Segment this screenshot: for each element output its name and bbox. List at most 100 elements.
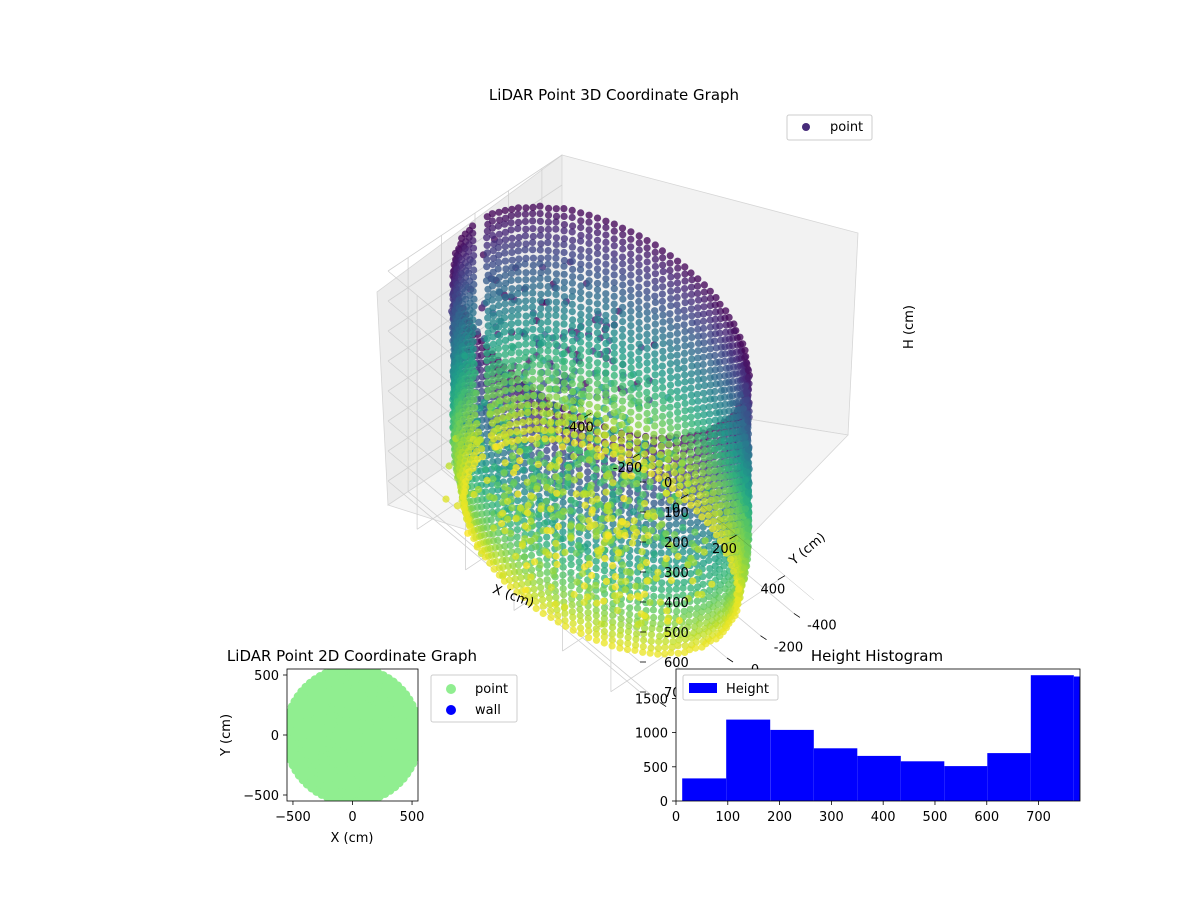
z-tick-label-3d: 200 [664, 536, 689, 551]
cloud-point [610, 321, 618, 329]
cloud-point [489, 304, 497, 312]
cloud-point [554, 618, 562, 626]
cloud-point [585, 627, 593, 635]
cloud-point [533, 433, 541, 441]
cloud-point [593, 322, 602, 330]
cloud-point [500, 328, 508, 336]
cloud-point [601, 561, 609, 569]
cloud-point [544, 254, 552, 262]
cloud-point [602, 303, 610, 311]
cloud-point [651, 262, 660, 271]
cloud-point [545, 393, 553, 401]
cloud-point [553, 462, 561, 470]
cloud-point [486, 410, 494, 418]
cloud-point [515, 233, 523, 242]
cloud-point [483, 476, 491, 484]
cloud-point [741, 433, 749, 441]
cloud-point [593, 279, 602, 287]
cloud-point [540, 477, 549, 486]
cloud-point [529, 296, 537, 305]
cloud-point [555, 483, 563, 491]
cloud-point [602, 423, 610, 431]
cloud-point [585, 385, 593, 393]
cloud-point [495, 208, 503, 216]
cloud-point [501, 307, 509, 315]
cloud-point [592, 625, 600, 633]
cloud-point [585, 277, 593, 285]
cloud-point [667, 345, 675, 353]
cloud-point [672, 585, 680, 593]
cloud-point [524, 408, 532, 416]
cloud-point [495, 323, 503, 331]
cloud-point [489, 391, 498, 399]
cloud-point [593, 410, 602, 419]
cloud-point [683, 473, 692, 481]
cloud-point [536, 561, 544, 569]
cloud-point [679, 451, 687, 459]
cloud-point [522, 254, 530, 262]
cloud-point [744, 532, 752, 540]
cloud-point [522, 269, 530, 277]
cloud-point [522, 340, 530, 348]
cloud-point [635, 246, 643, 254]
cloud-point [569, 273, 577, 281]
cloud-point [672, 453, 680, 461]
cloud-point [514, 490, 522, 498]
cloud-point [581, 501, 589, 509]
cloud-point [610, 401, 618, 409]
cloud-point [569, 337, 577, 345]
cloud-point [687, 283, 696, 291]
y-tick-3d [760, 635, 767, 641]
cloud-point [585, 560, 594, 568]
cloud-point [483, 393, 491, 401]
cloud-point [619, 288, 627, 296]
cloud-point [651, 371, 659, 379]
cloud-point [699, 425, 708, 433]
cloud-point [559, 585, 567, 593]
cloud-point [658, 362, 667, 370]
cloud-point [618, 437, 626, 445]
cloud-point [514, 319, 522, 327]
cloud-point [529, 268, 537, 276]
cloud-point [673, 430, 682, 438]
cloud-point [483, 371, 491, 379]
cloud-point [674, 415, 682, 423]
cloud-point [681, 399, 689, 408]
cloud-point [642, 433, 650, 441]
cloud-point [627, 271, 635, 279]
cloud-point [493, 557, 501, 566]
cloud-point [665, 440, 673, 448]
cloud-point [666, 310, 674, 318]
cloud-point [600, 627, 609, 636]
cloud-point [536, 210, 544, 218]
cloud-point [659, 268, 667, 276]
cloud-point [504, 515, 512, 523]
cloud-point [483, 298, 491, 306]
cloud-point [585, 334, 593, 342]
cloud-point [576, 447, 584, 455]
cloud-point [736, 333, 744, 341]
cloud-point [544, 305, 553, 313]
cloud-point [522, 276, 530, 284]
cloud-point [552, 305, 560, 313]
cloud-point [545, 334, 553, 342]
cloud-point [602, 390, 610, 398]
cloud-point [529, 475, 537, 483]
cloud-point [520, 495, 529, 503]
cloud-point [554, 426, 563, 434]
cloud-point [602, 260, 610, 268]
cloud-point [469, 323, 477, 331]
cloud-point [700, 295, 709, 303]
cloud-point [599, 586, 607, 594]
cloud-point [657, 549, 665, 557]
cloud-point [610, 256, 618, 264]
cloud-point [592, 612, 600, 620]
cloud-point [555, 435, 563, 443]
cloud-point [677, 467, 686, 475]
cloud-point [704, 475, 712, 483]
cloud-point [547, 461, 555, 470]
cloud-point [527, 573, 535, 581]
cloud-point [547, 583, 556, 591]
cloud-point [613, 554, 622, 562]
cloud-point [559, 571, 567, 579]
